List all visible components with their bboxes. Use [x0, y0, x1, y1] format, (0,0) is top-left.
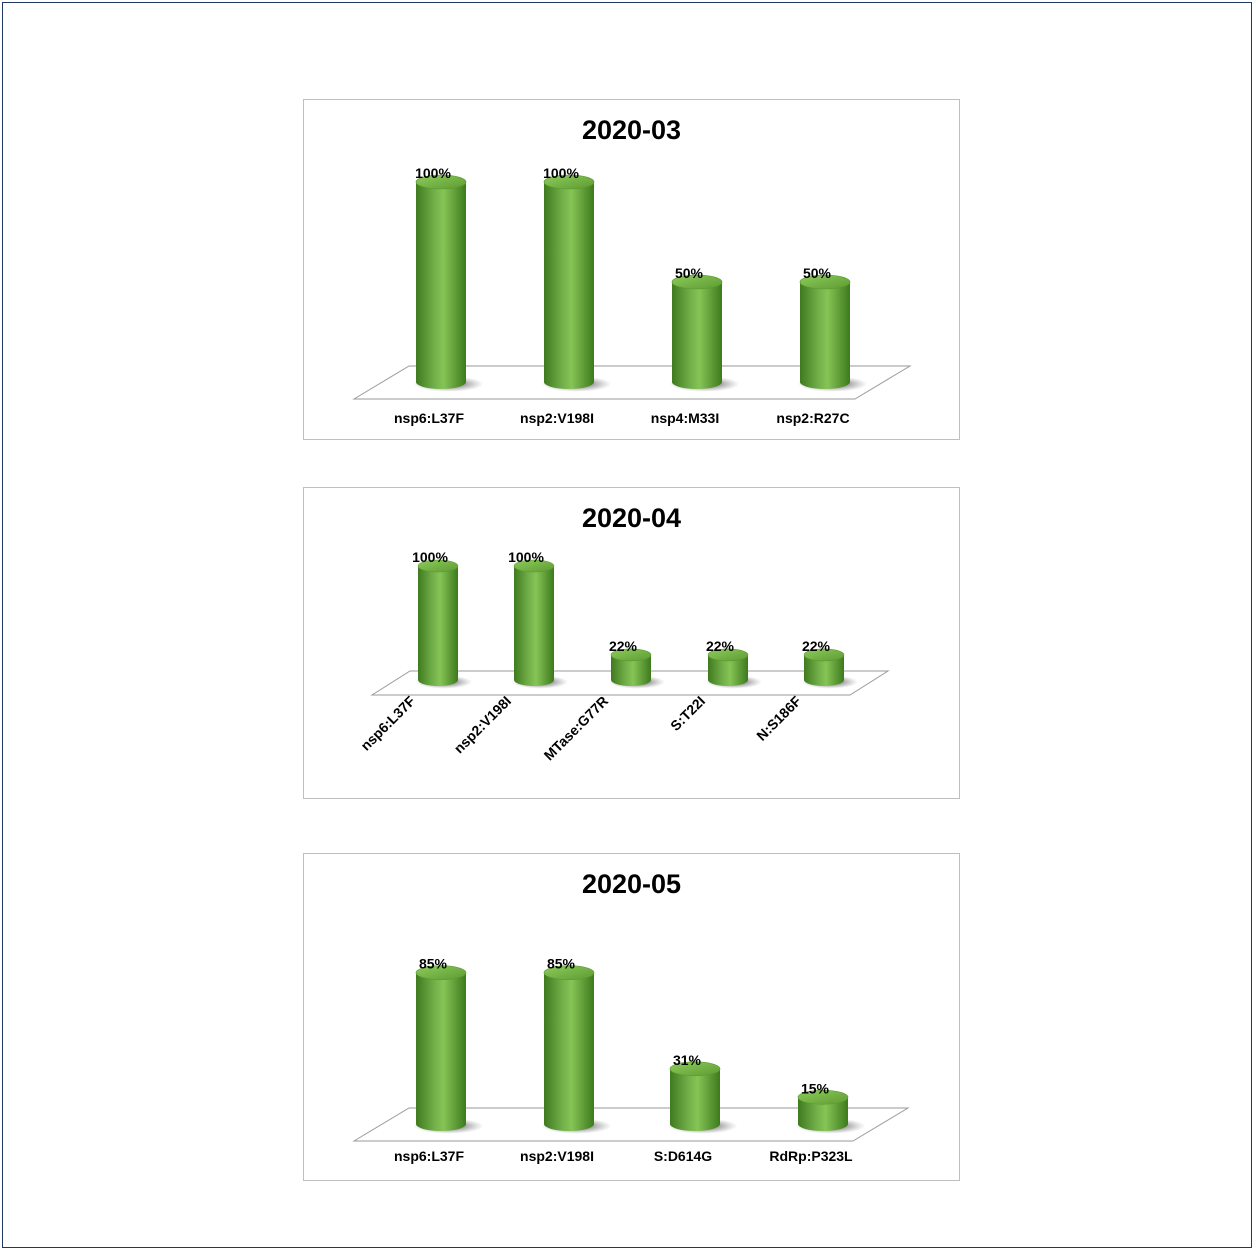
data-label-nsp2-v198i: 100% [543, 165, 579, 181]
chart-panel-2020-04: 2020-04 100% nsp6:L37F 100% nsp2:V198I 22% MTa… [303, 487, 960, 799]
tick-label-mtase-g77r: MTase:G77R [541, 693, 612, 764]
tick-label-nsp6-l37f: nsp6:L37F [394, 410, 464, 426]
bar-top-rdrp-p323l [797, 1090, 849, 1105]
tick-label-n-s186f: N:S186F [753, 692, 804, 743]
bar-s-d614g [670, 1068, 720, 1131]
data-label-mtase-g77r: 22% [609, 638, 638, 654]
bar-top-nsp6-l37f [415, 965, 467, 980]
bar-nsp2-v198i [514, 566, 554, 686]
data-label-nsp4-m33i: 50% [675, 265, 704, 281]
bar-mtase-g77r [611, 654, 651, 686]
chart-svg-2020-04: 2020-04 100% nsp6:L37F 100% nsp2:V198I 22% MTa… [357, 503, 890, 764]
tick-label-nsp2-r27c: nsp2:R27C [776, 410, 849, 426]
bar-s-t22i [708, 654, 748, 686]
bar-nsp2-r27c [800, 282, 850, 389]
tick-label-s-t22i: S:T22I [667, 693, 708, 734]
data-label-nsp6-l37f: 85% [419, 956, 448, 972]
data-label-nsp6-l37f: 100% [412, 549, 448, 565]
data-label-nsp6-l37f: 100% [415, 165, 451, 181]
bar-nsp4-m33i [672, 282, 722, 389]
tick-label-nsp4-m33i: nsp4:M33I [651, 410, 719, 426]
bar-top-nsp6-l37f [417, 559, 459, 573]
bar-nsp2-v198i [544, 182, 594, 389]
tick-label-nsp6-l37f: nsp6:L37F [394, 1148, 464, 1164]
chart-title: 2020-04 [582, 503, 681, 533]
bar-top-nsp4-m33i [671, 274, 723, 290]
bar-nsp6-l37f [416, 182, 466, 389]
chart-panel-2020-03: 2020-03 100% nsp6:L37F 100% nsp2:V198I 50% nsp… [303, 99, 960, 440]
tick-label-rdrp-p323l: RdRp:P323L [769, 1148, 853, 1164]
tick-label-nsp2-v198i: nsp2:V198I [451, 693, 515, 757]
bar-rdrp-p323l [798, 1097, 848, 1131]
chart-title: 2020-03 [582, 115, 681, 145]
data-label-nsp2-v198i: 85% [547, 956, 576, 972]
data-label-n-s186f: 22% [802, 638, 831, 654]
chart-floor [352, 365, 912, 400]
tick-label-nsp6-l37f: nsp6:L37F [357, 692, 418, 753]
bar-top-n-s186f [803, 648, 845, 662]
bar-top-s-d614g [669, 1061, 721, 1077]
bar-nsp6-l37f [416, 972, 466, 1131]
chart-title: 2020-05 [582, 869, 681, 899]
data-label-s-t22i: 22% [706, 638, 735, 654]
bar-top-s-t22i [707, 648, 749, 662]
bar-top-nsp2-v198i [543, 965, 595, 980]
data-label-nsp2-v198i: 100% [508, 549, 544, 565]
chart-panel-2020-05: 2020-05 85% nsp6:L37F 85% nsp2:V198I 31% S:D61… [303, 853, 960, 1181]
tick-label-s-d614g: S:D614G [654, 1148, 712, 1164]
bar-nsp6-l37f [418, 566, 458, 686]
bar-top-nsp2-r27c [799, 274, 851, 290]
data-label-s-d614g: 31% [673, 1052, 702, 1068]
bar-top-nsp2-v198i [543, 174, 595, 190]
chart-svg-2020-05: 2020-05 85% nsp6:L37F 85% nsp2:V198I 31% S:D61… [352, 869, 910, 1164]
data-label-rdrp-p323l: 15% [801, 1080, 830, 1096]
bar-top-nsp2-v198i [513, 559, 555, 573]
bar-top-mtase-g77r [610, 648, 652, 662]
bar-n-s186f [804, 654, 844, 686]
bar-top-nsp6-l37f [415, 174, 467, 190]
data-label-nsp2-r27c: 50% [803, 265, 832, 281]
tick-label-nsp2-v198i: nsp2:V198I [520, 1148, 594, 1164]
bar-nsp2-v198i [544, 972, 594, 1131]
chart-svg-2020-03: 2020-03 100% nsp6:L37F 100% nsp2:V198I 50% nsp… [352, 115, 912, 426]
chart-floor [352, 1107, 910, 1142]
tick-label-nsp2-v198i: nsp2:V198I [520, 410, 594, 426]
